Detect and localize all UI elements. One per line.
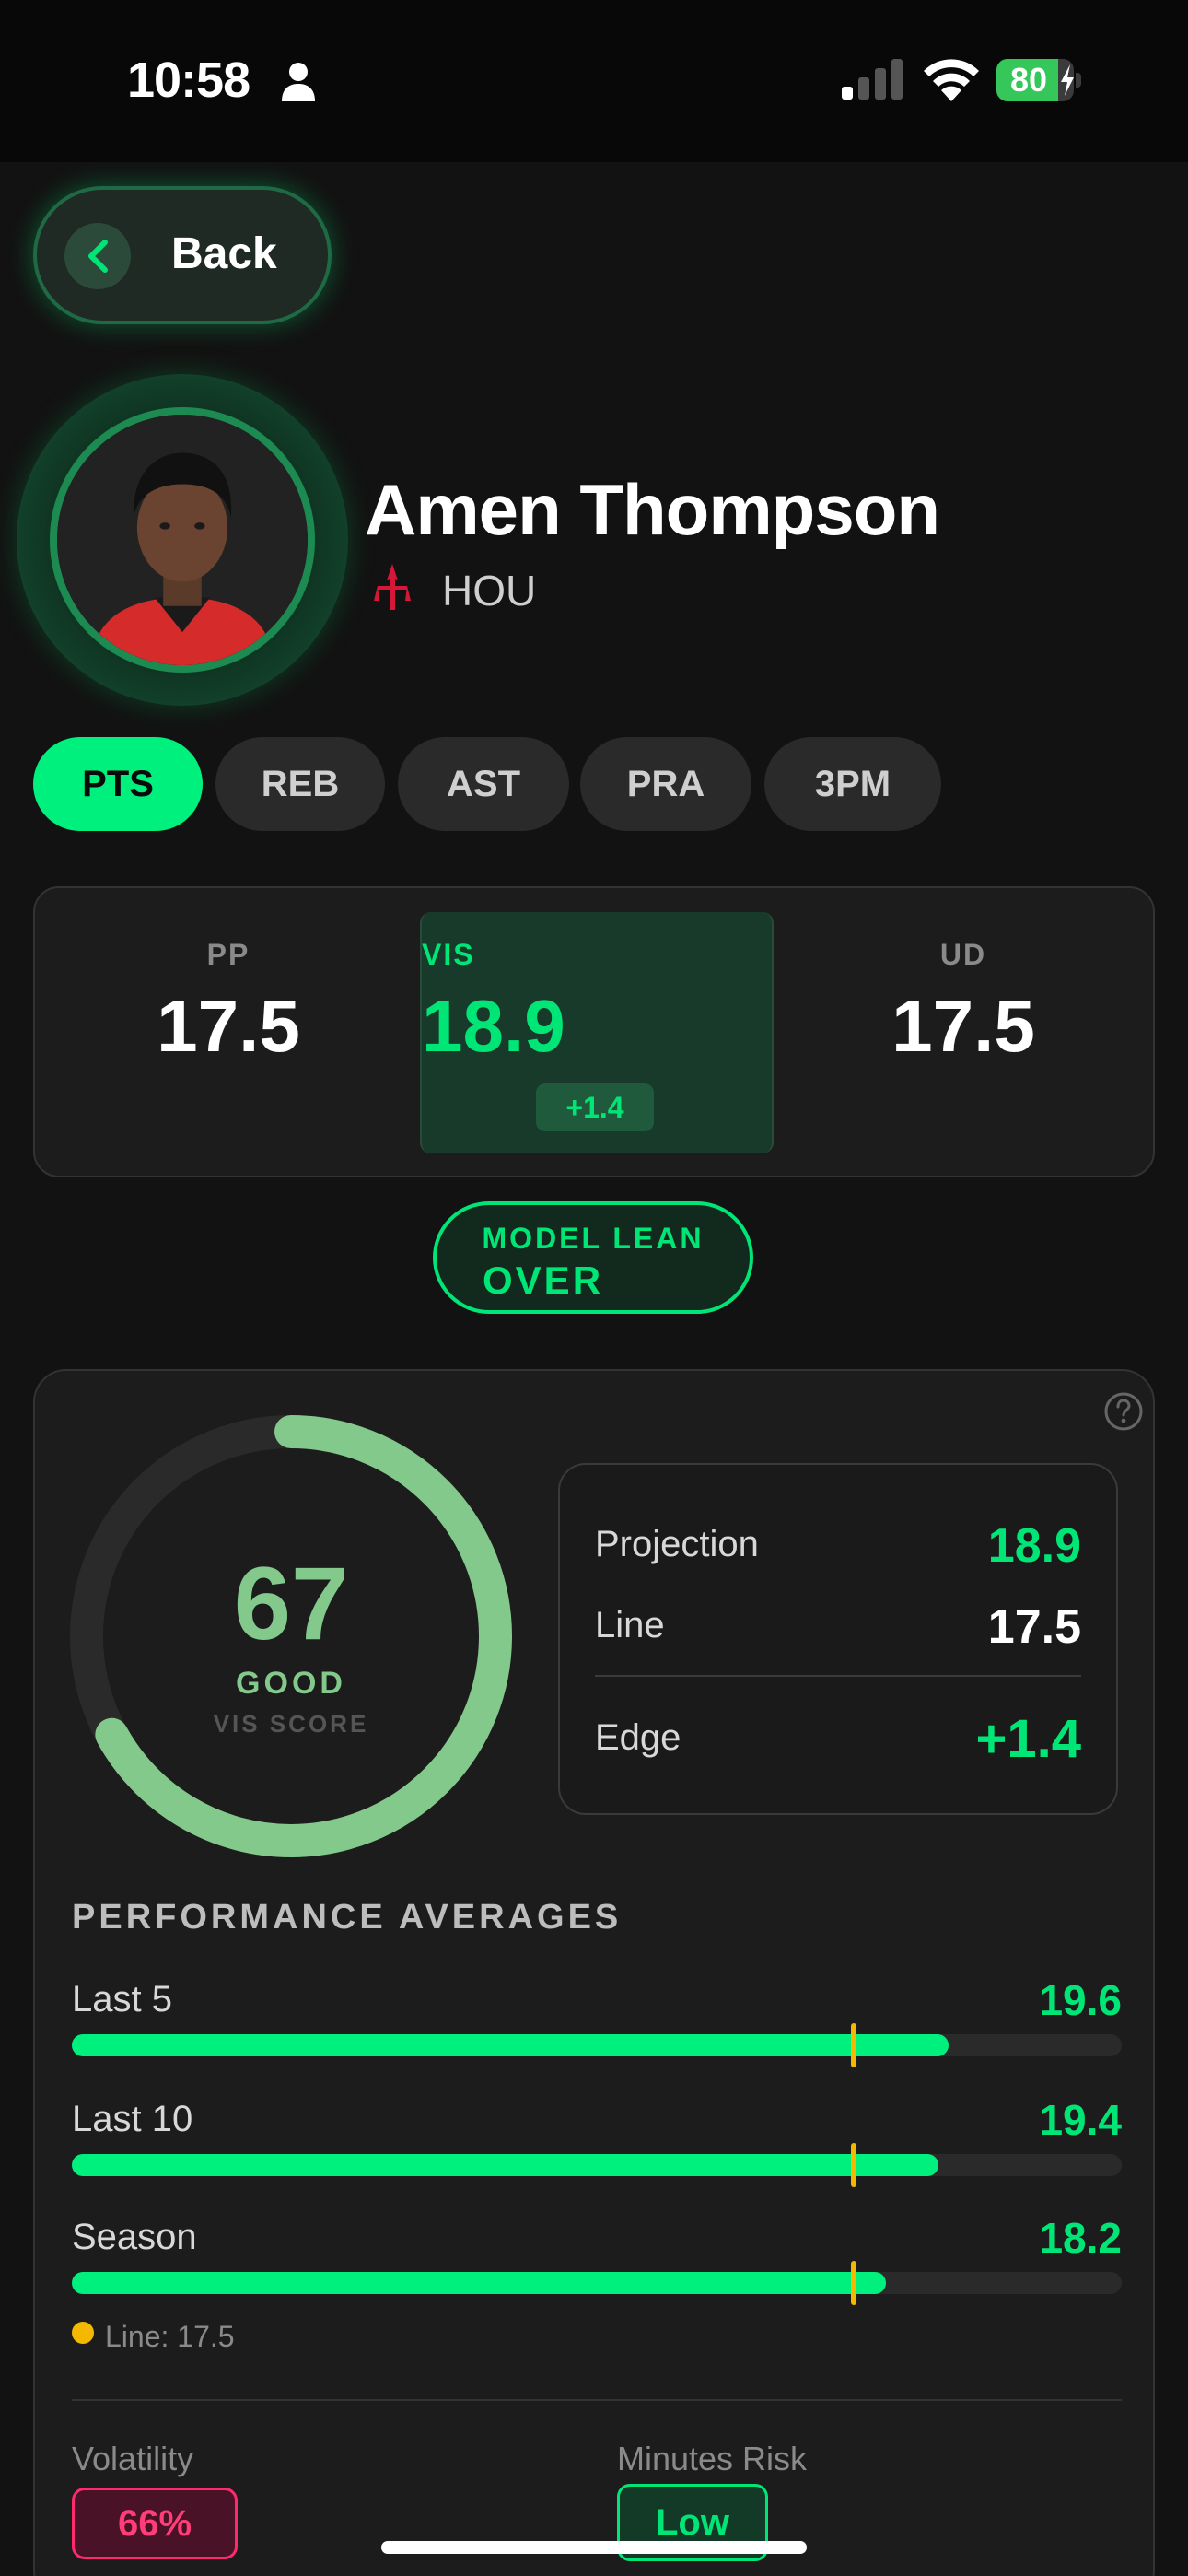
cellular-signal-icon <box>842 59 903 100</box>
perf-bar-fill <box>72 2272 886 2294</box>
tab-pts[interactable]: PTS <box>33 737 203 831</box>
vis-score-caption: VIS SCORE <box>213 1710 369 1738</box>
back-label: Back <box>171 229 277 278</box>
tab-ast[interactable]: AST <box>398 737 569 831</box>
line-vis-label: VIS <box>422 938 475 971</box>
vis-score-value: 67 <box>233 1546 349 1661</box>
perf-bar-track <box>72 2143 1122 2187</box>
summary-line-label: Line <box>595 1605 665 1645</box>
summary-line-row: Line 17.5 <box>595 1599 1081 1655</box>
chevron-left-icon <box>88 240 108 273</box>
line-ud-value: 17.5 <box>891 985 1035 1067</box>
perf-value: 19.4 <box>1039 2096 1122 2144</box>
player-avatar-ring <box>17 374 348 706</box>
lines-comparison-card: PP 17.5 VIS 18.9 +1.4 UD 17.5 <box>33 886 1155 1177</box>
perf-row-last-5: Last 5 19.6 <box>72 1976 1122 2080</box>
volatility-badge: 66% <box>72 2488 238 2559</box>
perf-label: Season <box>72 2217 197 2257</box>
help-icon[interactable] <box>1103 1391 1144 1432</box>
tab-reb[interactable]: REB <box>215 737 385 831</box>
summary-line-value: 17.5 <box>987 1600 1081 1654</box>
model-lean-value: OVER <box>483 1259 604 1302</box>
performance-averages-title: PERFORMANCE AVERAGES <box>72 1898 623 1937</box>
player-avatar <box>50 407 315 673</box>
line-legend-text: Line: 17.5 <box>105 2320 235 2353</box>
perf-label: Last 5 <box>72 1979 172 2020</box>
metrics-divider <box>72 2399 1122 2401</box>
summary-edge-value: +1.4 <box>975 1709 1082 1769</box>
model-lean-badge: MODEL LEAN OVER <box>433 1201 753 1314</box>
summary-projection-row: Projection 18.9 <box>595 1518 1081 1574</box>
line-pp-value: 17.5 <box>157 985 300 1067</box>
line-vis-value: 18.9 <box>422 985 565 1067</box>
battery-level-text: 80 <box>1009 61 1048 99</box>
perf-value: 18.2 <box>1039 2214 1122 2262</box>
vis-score-rating: GOOD <box>236 1666 346 1701</box>
line-legend-dot <box>72 2322 94 2344</box>
person-icon <box>282 63 315 101</box>
vis-score-card: 67 GOOD VIS SCORE Projection 18.9 Line 1… <box>33 1369 1155 2576</box>
line-pp: PP 17.5 <box>44 888 413 1179</box>
back-button[interactable]: Back <box>33 186 332 324</box>
summary-divider <box>595 1675 1081 1677</box>
perf-bar-track <box>72 2261 1122 2305</box>
line-vis-delta: +1.4 <box>536 1083 654 1131</box>
gauge-arc <box>70 1415 512 1857</box>
line-ud: UD 17.5 <box>779 888 1147 1179</box>
status-time: 10:58 <box>127 53 250 108</box>
summary-projection-label: Projection <box>595 1524 759 1564</box>
wifi-icon <box>924 59 979 101</box>
back-chevron-container <box>64 223 131 289</box>
perf-value: 19.6 <box>1039 1976 1122 2024</box>
perf-bar-fill <box>72 2154 938 2176</box>
perf-row-season: Season 18.2 <box>72 2214 1122 2318</box>
minutes-risk-label: Minutes Risk <box>617 2440 808 2477</box>
summary-edge-label: Edge <box>595 1717 681 1758</box>
charging-bolt-icon <box>1061 64 1074 96</box>
perf-bar-fill <box>72 2034 949 2056</box>
summary-edge-row: Edge +1.4 <box>595 1708 1081 1769</box>
tab-pra[interactable]: PRA <box>580 737 751 831</box>
home-indicator[interactable] <box>381 2541 807 2554</box>
perf-bar-track <box>72 2023 1122 2067</box>
line-ud-label: UD <box>939 938 987 971</box>
gauge-ring <box>70 1415 512 1857</box>
rockets-logo-icon <box>374 564 411 610</box>
player-photo-icon <box>57 415 308 665</box>
status-bar: 10:58 80 <box>0 0 1188 162</box>
tab-3pm[interactable]: 3PM <box>764 737 941 831</box>
team-abbreviation: HOU <box>442 567 537 615</box>
player-name: Amen Thompson <box>365 469 940 550</box>
battery-icon: 80 <box>996 59 1081 101</box>
line-vis: VIS 18.9 +1.4 <box>420 912 774 1153</box>
vis-score-gauge: 67 GOOD VIS SCORE <box>70 1415 512 1857</box>
line-marker <box>851 2143 857 2187</box>
perf-row-last-10: Last 10 19.4 <box>72 2096 1122 2200</box>
line-pp-label: PP <box>206 938 250 971</box>
volatility-label: Volatility <box>72 2440 194 2477</box>
line-marker <box>851 2023 857 2067</box>
projection-summary: Projection 18.9 Line 17.5 Edge +1.4 <box>558 1463 1118 1815</box>
line-marker <box>851 2261 857 2305</box>
summary-projection-value: 18.9 <box>987 1519 1081 1573</box>
perf-label: Last 10 <box>72 2099 193 2139</box>
model-lean-label: MODEL LEAN <box>482 1222 705 1255</box>
